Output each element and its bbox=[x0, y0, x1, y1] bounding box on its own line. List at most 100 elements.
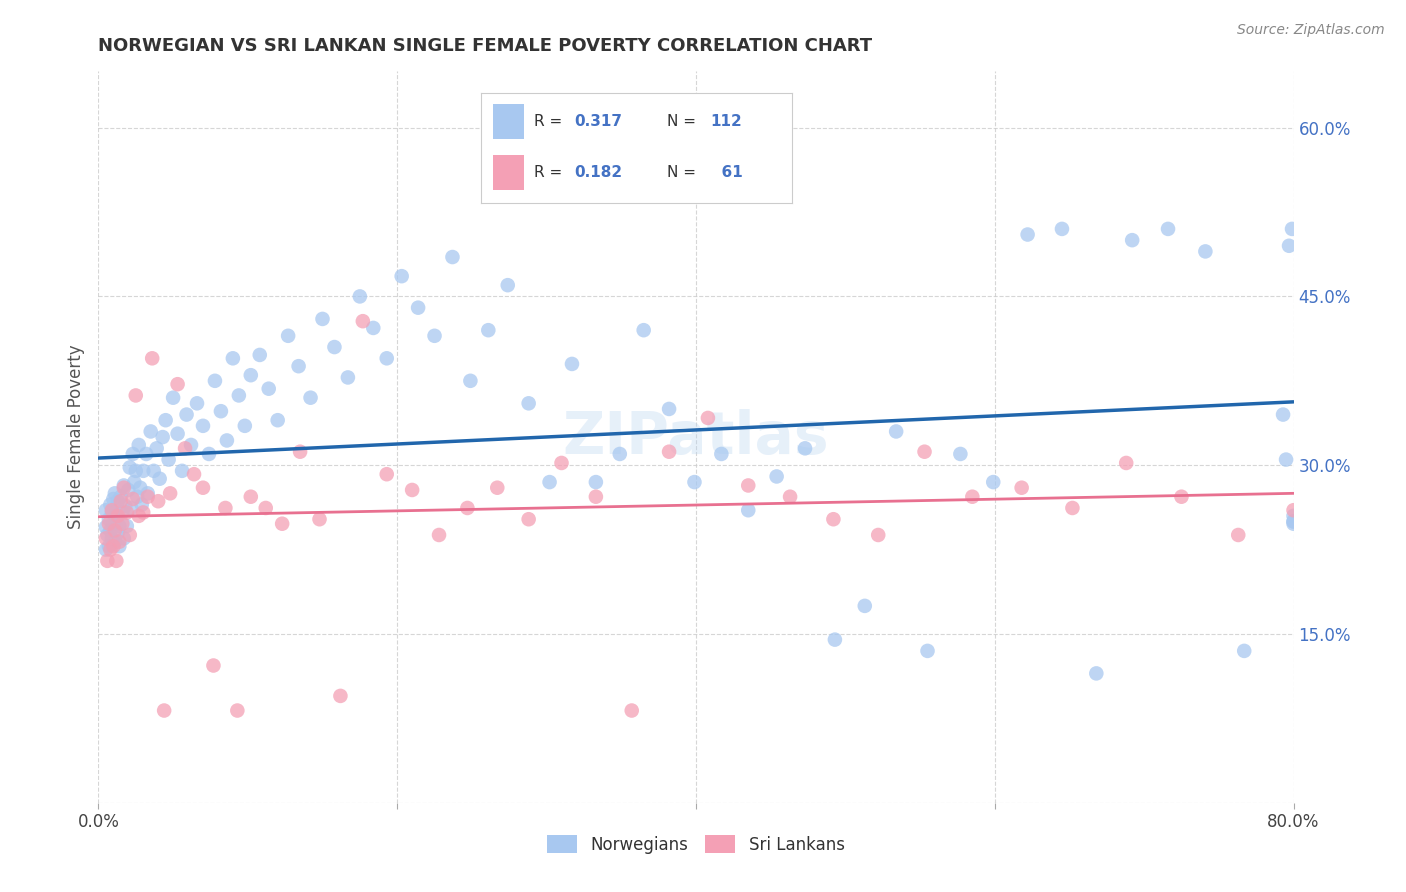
Point bbox=[1227, 528, 1250, 542]
Point bbox=[108, 519, 131, 533]
Point bbox=[204, 374, 226, 388]
Point bbox=[697, 411, 720, 425]
Point bbox=[794, 442, 817, 456]
Point bbox=[779, 490, 801, 504]
Point bbox=[132, 506, 155, 520]
Point bbox=[1282, 515, 1305, 529]
Point bbox=[101, 532, 124, 546]
Point bbox=[1282, 515, 1305, 529]
Point bbox=[550, 456, 572, 470]
Point bbox=[1278, 239, 1301, 253]
Point bbox=[174, 442, 197, 456]
Point bbox=[166, 377, 188, 392]
Point bbox=[125, 388, 148, 402]
Point bbox=[1194, 244, 1216, 259]
Point bbox=[145, 442, 167, 456]
Point bbox=[125, 464, 148, 478]
Point bbox=[1275, 452, 1298, 467]
Point bbox=[191, 481, 214, 495]
Point bbox=[118, 460, 141, 475]
Point bbox=[159, 486, 181, 500]
Point bbox=[254, 500, 277, 515]
Point bbox=[456, 500, 478, 515]
Point bbox=[441, 250, 464, 264]
Point bbox=[157, 452, 180, 467]
Point bbox=[239, 368, 262, 383]
Point bbox=[152, 430, 174, 444]
Point bbox=[737, 503, 759, 517]
Point bbox=[391, 269, 413, 284]
Point bbox=[180, 438, 202, 452]
Point bbox=[172, 464, 194, 478]
Point bbox=[423, 328, 446, 343]
Point bbox=[710, 447, 733, 461]
Point bbox=[105, 508, 128, 523]
Point bbox=[215, 434, 238, 448]
Point bbox=[135, 447, 157, 461]
Point bbox=[585, 490, 607, 504]
Point bbox=[202, 658, 225, 673]
Point bbox=[191, 418, 214, 433]
Point bbox=[166, 426, 188, 441]
Point bbox=[228, 388, 250, 402]
Point bbox=[477, 323, 499, 337]
Point bbox=[104, 524, 127, 538]
Point bbox=[94, 503, 117, 517]
Point bbox=[427, 528, 450, 542]
Point bbox=[538, 475, 561, 489]
Point bbox=[1062, 500, 1084, 515]
Point bbox=[183, 467, 205, 482]
Point bbox=[299, 391, 322, 405]
Text: ZIPatlas: ZIPatlas bbox=[562, 409, 830, 466]
Point bbox=[136, 490, 159, 504]
Point bbox=[853, 599, 876, 613]
Point bbox=[107, 508, 129, 523]
Point bbox=[98, 524, 122, 538]
Point bbox=[128, 438, 150, 452]
Point bbox=[737, 478, 759, 492]
Point bbox=[107, 494, 129, 508]
Point bbox=[336, 370, 359, 384]
Point bbox=[1282, 516, 1305, 531]
Point bbox=[1282, 503, 1305, 517]
Point bbox=[155, 413, 177, 427]
Point bbox=[914, 444, 936, 458]
Point bbox=[267, 413, 290, 427]
Point bbox=[765, 469, 787, 483]
Point bbox=[110, 490, 132, 504]
Point bbox=[271, 516, 294, 531]
Point bbox=[460, 374, 482, 388]
Point bbox=[153, 704, 176, 718]
Point bbox=[1281, 222, 1303, 236]
Point bbox=[1017, 227, 1039, 242]
Point bbox=[104, 534, 127, 549]
Point bbox=[111, 516, 134, 531]
Point bbox=[517, 396, 540, 410]
Point bbox=[108, 534, 131, 549]
Point bbox=[131, 498, 153, 512]
Point bbox=[311, 312, 333, 326]
Point bbox=[1233, 644, 1256, 658]
Point bbox=[233, 418, 256, 433]
Point bbox=[114, 499, 136, 513]
Point bbox=[132, 464, 155, 478]
Point bbox=[375, 467, 398, 482]
Point bbox=[620, 704, 643, 718]
Point bbox=[148, 494, 170, 508]
Point bbox=[101, 503, 124, 517]
Point bbox=[149, 472, 172, 486]
Point bbox=[108, 539, 131, 553]
Legend: Norwegians, Sri Lankans: Norwegians, Sri Lankans bbox=[541, 829, 851, 860]
Point bbox=[1121, 233, 1143, 247]
Point bbox=[162, 391, 184, 405]
Point bbox=[585, 475, 607, 489]
Point bbox=[406, 301, 429, 315]
Point bbox=[277, 328, 299, 343]
Point bbox=[127, 490, 149, 504]
Point bbox=[98, 542, 122, 557]
Point bbox=[633, 323, 655, 337]
Point bbox=[214, 500, 236, 515]
Point bbox=[658, 444, 681, 458]
Point bbox=[115, 506, 138, 520]
Point bbox=[141, 351, 163, 366]
